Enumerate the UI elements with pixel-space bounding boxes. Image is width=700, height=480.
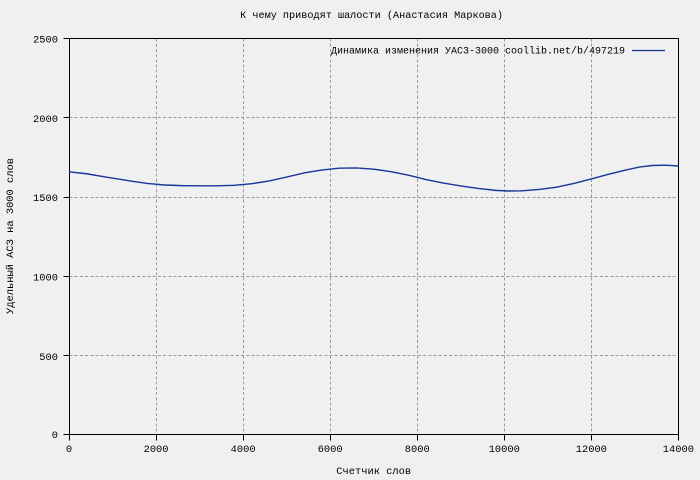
svg-text:Счетчик слов: Счетчик слов (336, 466, 411, 478)
svg-text:2000: 2000 (144, 444, 169, 456)
svg-text:2000: 2000 (33, 114, 58, 126)
svg-text:14000: 14000 (663, 444, 694, 456)
svg-text:1000: 1000 (33, 272, 58, 284)
svg-text:Удельный АСЗ на 3000 слов: Удельный АСЗ на 3000 слов (5, 158, 17, 314)
svg-text:1500: 1500 (33, 193, 58, 205)
svg-text:0: 0 (52, 430, 58, 442)
svg-text:500: 500 (39, 352, 58, 364)
svg-text:4000: 4000 (231, 444, 256, 456)
svg-text:К чему приводят шалости (Анаст: К чему приводят шалости (Анастасия Марко… (240, 10, 503, 22)
svg-text:10000: 10000 (489, 444, 520, 456)
svg-text:6000: 6000 (318, 444, 343, 456)
svg-text:12000: 12000 (576, 444, 607, 456)
svg-text:Динамика изменения УАС3-3000: Динамика изменения УАС3-3000 coollib.net… (331, 46, 625, 58)
svg-text:8000: 8000 (405, 444, 430, 456)
svg-text:2500: 2500 (33, 35, 58, 47)
svg-text:0: 0 (66, 444, 72, 456)
